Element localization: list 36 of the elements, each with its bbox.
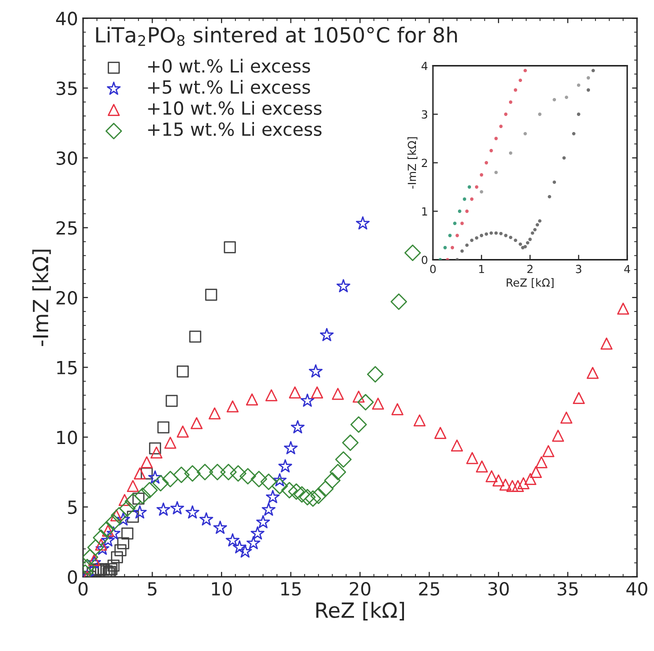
x-tick-label: 4 (624, 264, 630, 274)
x-tick-label: 40 (626, 582, 648, 596)
x-tick-label: 3 (576, 264, 582, 274)
y-tick-label: 40 (56, 12, 77, 26)
y-axis-title: -ImZ [kΩ] (32, 250, 51, 346)
legend-label: +0 wt.% Li excess (148, 58, 310, 73)
y-tick-label: 30 (56, 151, 77, 165)
y-tick-label: 20 (56, 290, 77, 305)
x-axis-title: ReZ [kΩ] (316, 602, 404, 620)
x-tick-label: 1 (479, 264, 484, 274)
x-tick-label: 20 (350, 582, 370, 596)
x-tick-label: 2 (527, 264, 532, 274)
x-tick-label: 5 (148, 582, 156, 596)
legend-label: +15 wt.% Li excess (148, 122, 322, 136)
y-tick-label: 3 (422, 110, 428, 119)
y-tick-label: 25 (56, 221, 77, 235)
x-tick-label: 10 (212, 582, 232, 596)
legend-label: +5 wt.% Li excess (148, 80, 310, 94)
y-tick-label: 10 (57, 430, 77, 444)
y-tick-label: 35 (56, 82, 77, 96)
x-tick-label: 30 (488, 582, 509, 596)
y-tick-label: 0 (68, 570, 77, 584)
x-tick-label: 0 (430, 264, 436, 274)
y-tick-label: 2 (422, 158, 427, 167)
chart-title: LiTa$_{2}$PO$_{8}$ sintered at 1050°C for 8h (96, 26, 457, 46)
y-tick-label: 0 (422, 256, 428, 264)
x-tick-label: 15 (281, 582, 301, 596)
y-axis-title: -ImZ [kΩ] (407, 137, 418, 189)
legend-label: +10 wt.% Li excess (148, 100, 322, 115)
y-tick-label: 5 (68, 500, 77, 514)
x-tick-label: 35 (558, 582, 578, 596)
y-tick-label: 4 (422, 62, 428, 70)
x-tick-label: 0 (78, 582, 88, 596)
y-tick-label: 15 (57, 361, 77, 374)
y-tick-label: 1 (422, 207, 428, 216)
x-axis-title: ReZ [kΩ] (506, 278, 554, 288)
